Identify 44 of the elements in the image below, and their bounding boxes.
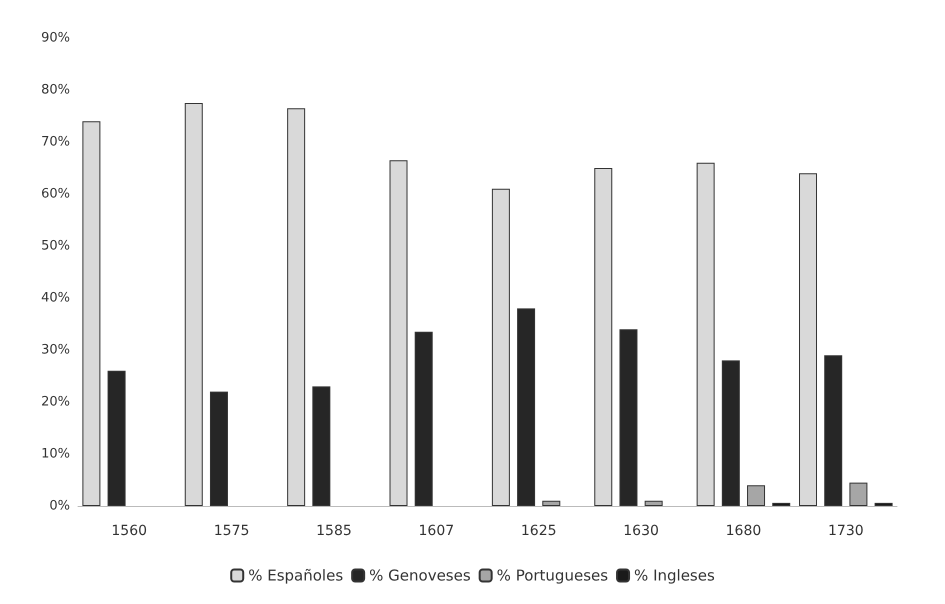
bar (644, 500, 663, 506)
bar (874, 502, 893, 506)
y-tick-label: 0% (49, 498, 70, 514)
bar (492, 188, 510, 506)
y-tick-label: 20% (41, 394, 70, 410)
bar (619, 329, 638, 506)
bar (747, 485, 766, 506)
y-tick-label: 10% (41, 446, 70, 462)
y-tick-label: 60% (41, 186, 70, 202)
x-tick-label: 1607 (418, 523, 454, 539)
x-tick-label: 1730 (828, 523, 864, 539)
bar (594, 168, 612, 506)
bar (184, 103, 203, 506)
x-tick-label: 1560 (111, 523, 148, 539)
bar (390, 160, 408, 506)
y-tick-label: 80% (41, 82, 70, 98)
bar (414, 332, 433, 506)
bar (849, 482, 868, 506)
bar (82, 121, 100, 506)
y-tick-label: 30% (41, 342, 70, 358)
bar (722, 360, 740, 506)
bar (287, 108, 306, 506)
legend-label: % Ingleses (634, 566, 715, 584)
legend-label: % Genoveses (369, 566, 471, 584)
bar (108, 370, 126, 506)
bar (312, 386, 330, 506)
y-tick-label: 70% (41, 134, 70, 150)
bar (210, 392, 228, 506)
x-tick-label: 1680 (726, 523, 762, 539)
legend-label: % Españoles (248, 566, 344, 584)
x-tick-label: 1630 (623, 523, 659, 539)
x-tick-label: 1585 (316, 523, 352, 539)
y-tick-label: 90% (41, 30, 70, 46)
x-tick-label: 1575 (214, 523, 250, 539)
x-tick-label: 1625 (520, 523, 557, 539)
y-tick-label: 50% (41, 238, 70, 254)
y-tick-label: 40% (41, 290, 70, 306)
bar (517, 308, 536, 506)
bar (542, 500, 560, 506)
bar (772, 502, 790, 506)
bar (799, 173, 818, 506)
legend-label: % Portugueses (496, 566, 608, 584)
bar (696, 162, 715, 506)
bar (824, 355, 842, 506)
